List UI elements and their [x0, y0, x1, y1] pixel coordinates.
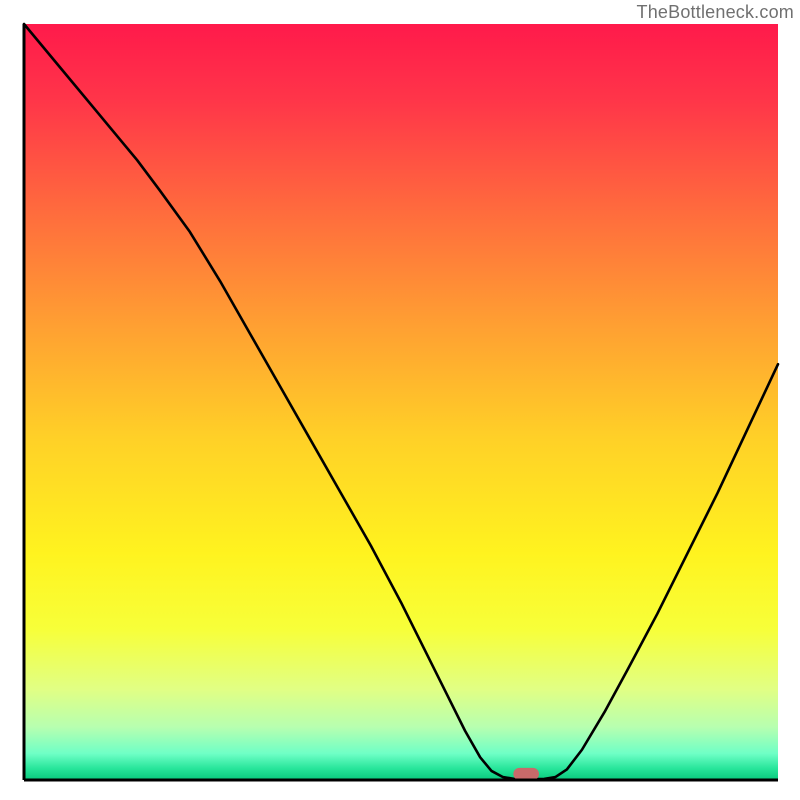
gradient-background: [24, 24, 778, 780]
watermark-label: TheBottleneck.com: [637, 2, 794, 23]
chart-container: TheBottleneck.com: [0, 0, 800, 800]
bottleneck-chart: [0, 0, 800, 800]
optimal-marker: [513, 768, 539, 780]
